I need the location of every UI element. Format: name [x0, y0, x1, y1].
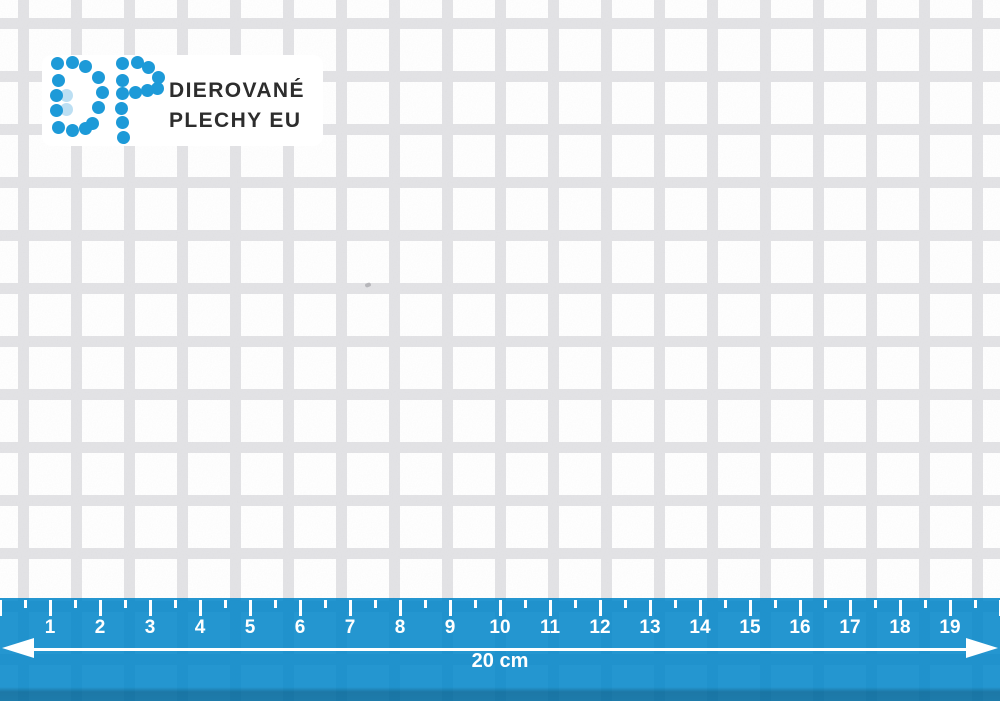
ruler-number: 19 [939, 617, 961, 638]
ruler-tick-minor [773, 600, 777, 608]
ruler-tick-major [398, 600, 402, 616]
ruler-tick-minor [873, 600, 877, 608]
ruler-tick-major [648, 600, 652, 616]
ruler-tick-minor [673, 600, 677, 608]
ruler-number: 12 [589, 617, 611, 638]
ruler-tick-major [348, 600, 352, 616]
ruler-tick-major [248, 600, 252, 616]
ruler-tick-minor [723, 600, 727, 608]
ruler-tick-major [898, 600, 902, 616]
logo-text-line1: DIEROVANÉ [169, 79, 305, 102]
ruler-tick-major [598, 600, 602, 616]
ruler-number: 15 [739, 617, 761, 638]
ruler-tick-minor [573, 600, 577, 608]
ruler-tick-major [0, 600, 2, 616]
ruler-tick-minor [523, 600, 527, 608]
ruler-number: 2 [94, 617, 106, 638]
ruler-tick-major [798, 600, 802, 616]
ruler-tick-major [448, 600, 452, 616]
ruler-number: 10 [489, 617, 511, 638]
ruler-tick-major [148, 600, 152, 616]
ruler-number: 7 [344, 617, 356, 638]
measurement-ruler: 1 2 3 4 5 6 7 8 9 10 11 12 13 14 15 16 17 18 19 20 cm [0, 598, 1000, 701]
ruler-tick-minor [373, 600, 377, 608]
ruler-tick-major [948, 600, 952, 616]
ruler-bottom-shadow [0, 687, 1000, 701]
ruler-number: 8 [394, 617, 406, 638]
ruler-number: 16 [789, 617, 811, 638]
ruler-tick-major [748, 600, 752, 616]
ruler-number: 18 [889, 617, 911, 638]
ruler-number: 14 [689, 617, 711, 638]
ruler-number: 5 [244, 617, 256, 638]
ruler-tick-minor [173, 600, 177, 608]
ruler-tick-major [848, 600, 852, 616]
ruler-number: 1 [44, 617, 56, 638]
ruler-number: 17 [839, 617, 861, 638]
ruler-tick-major [48, 600, 52, 616]
ruler-total-label: 20 cm [471, 650, 529, 672]
ruler-tick-minor [23, 600, 27, 608]
ruler-tick-major [698, 600, 702, 616]
ruler-tick-major [198, 600, 202, 616]
ruler-tick-minor [923, 600, 927, 608]
ruler-tick-minor [473, 600, 477, 608]
ruler-number: 6 [294, 617, 306, 638]
ruler-number: 4 [194, 617, 206, 638]
ruler-tick-major [548, 600, 552, 616]
ruler-number: 9 [444, 617, 456, 638]
ruler-tick-major [98, 600, 102, 616]
ruler-tick-minor [273, 600, 277, 608]
logo-text-line2: PLECHY EU [169, 109, 302, 132]
ruler-tick-minor [73, 600, 77, 608]
ruler-tick-major [498, 600, 502, 616]
ruler-tick-minor [323, 600, 327, 608]
ruler-tick-minor [623, 600, 627, 608]
ruler-tick-minor [973, 600, 977, 608]
ruler-number: 3 [144, 617, 156, 638]
ruler-tick-minor [223, 600, 227, 608]
ruler-tick-minor [823, 600, 827, 608]
ruler-tick-minor [123, 600, 127, 608]
ruler-number: 11 [539, 617, 561, 638]
ruler-tick-minor [423, 600, 427, 608]
ruler-tick-major [298, 600, 302, 616]
ruler-number: 13 [639, 617, 661, 638]
